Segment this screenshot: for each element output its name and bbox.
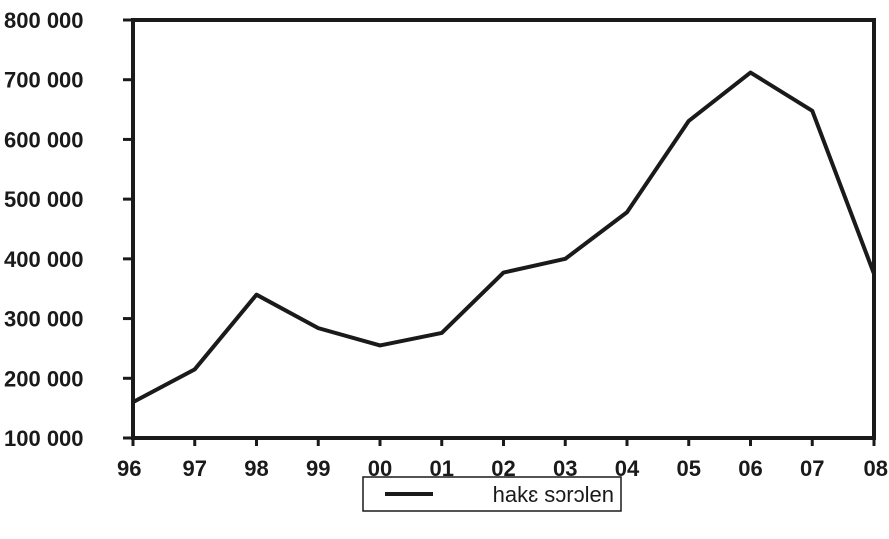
y-tick-label: 400 000: [4, 247, 84, 272]
y-tick-label: 800 000: [4, 8, 84, 33]
x-tick-label: 06: [738, 456, 762, 481]
x-tick-label: 05: [677, 456, 701, 481]
y-tick-label: 200 000: [4, 366, 84, 391]
x-tick-label: 98: [244, 456, 268, 481]
series-line: [132, 70, 876, 404]
y-tick-label: 500 000: [4, 187, 84, 212]
x-tick-label: 07: [800, 456, 824, 481]
y-tick-label: 600 000: [4, 127, 84, 152]
plot-frame: [131, 18, 876, 440]
x-tick-label: 99: [306, 456, 330, 481]
legend-label: hakɛ sɔrɔlen: [493, 482, 614, 507]
legend: hakɛ sɔrɔlen: [362, 476, 622, 512]
y-tick-label: 100 000: [4, 426, 84, 451]
x-tick-label: 96: [117, 456, 141, 481]
y-tick-label: 300 000: [4, 307, 84, 332]
x-tick-label: 08: [864, 456, 888, 481]
series-layer: [132, 70, 876, 404]
x-axis: 96 97 98 99 00 01 02 03 04 05 06 07 08: [117, 438, 888, 481]
x-tick-label: 97: [183, 456, 207, 481]
y-tick-label: 700 000: [4, 68, 84, 93]
y-axis: 100 000 200 000 300 000 400 000 500 000 600 0…: [4, 8, 133, 451]
